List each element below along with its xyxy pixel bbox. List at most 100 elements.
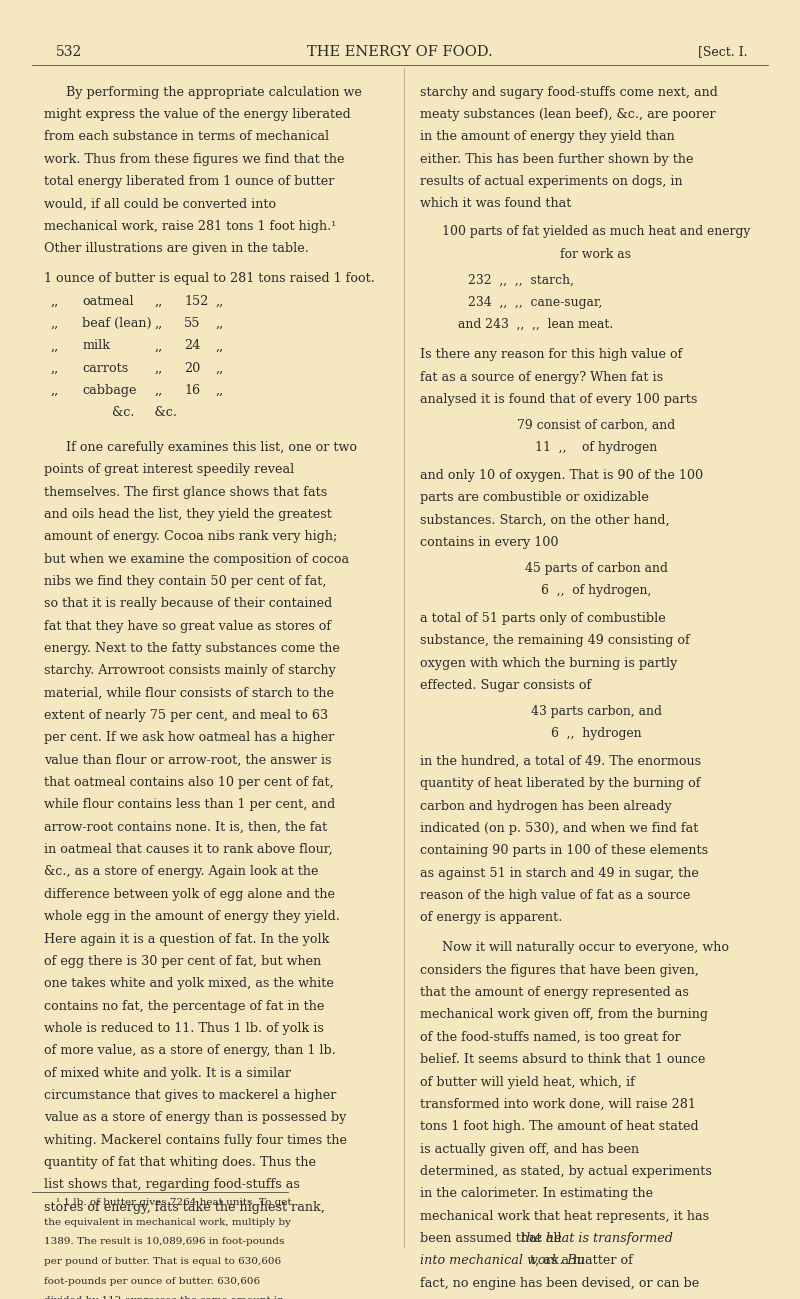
Text: of more value, as a store of energy, than 1 lb.: of more value, as a store of energy, tha… [44,1044,336,1057]
Text: might express the value of the energy liberated: might express the value of the energy li… [44,108,350,121]
Text: 11  ,,    of hydrogen: 11 ,, of hydrogen [535,440,657,453]
Text: 43 parts carbon, and: 43 parts carbon, and [530,704,662,717]
Text: 234  ,,  ,,  cane-sugar,: 234 ,, ,, cane-sugar, [468,296,602,309]
Text: t, as a matter of: t, as a matter of [530,1255,634,1268]
Text: nibs we find they contain 50 per cent of fat,: nibs we find they contain 50 per cent of… [44,575,326,588]
Text: &c., as a store of energy. Again look at the: &c., as a store of energy. Again look at… [44,865,318,878]
Text: that oatmeal contains also 10 per cent of fat,: that oatmeal contains also 10 per cent o… [44,776,334,788]
Text: ,,: ,, [216,295,224,308]
Text: 55: 55 [184,317,201,330]
Text: would, if all could be converted into: would, if all could be converted into [44,197,276,210]
Text: whole is reduced to 11. Thus 1 lb. of yolk is: whole is reduced to 11. Thus 1 lb. of yo… [44,1022,324,1035]
Text: the equivalent in mechanical work, multiply by: the equivalent in mechanical work, multi… [44,1217,291,1226]
Text: work. Thus from these figures we find that the: work. Thus from these figures we find th… [44,153,345,166]
Text: of energy is apparent.: of energy is apparent. [420,912,562,925]
Text: ,,: ,, [216,361,224,374]
Text: from each substance in terms of mechanical: from each substance in terms of mechanic… [44,130,329,143]
Text: containing 90 parts in 100 of these elements: containing 90 parts in 100 of these elem… [420,844,708,857]
Text: belief. It seems absurd to think that 1 ounce: belief. It seems absurd to think that 1 … [420,1053,706,1066]
Text: considers the figures that have been given,: considers the figures that have been giv… [420,964,699,977]
Text: whole egg in the amount of energy they yield.: whole egg in the amount of energy they y… [44,911,340,924]
Text: which it was found that: which it was found that [420,197,571,210]
Text: Is there any reason for this high value of: Is there any reason for this high value … [420,348,682,361]
Text: total energy liberated from 1 ounce of butter: total energy liberated from 1 ounce of b… [44,175,334,188]
Text: whiting. Mackerel contains fully four times the: whiting. Mackerel contains fully four ti… [44,1134,347,1147]
Text: ,,: ,, [154,317,162,330]
Text: per pound of butter. That is equal to 630,606: per pound of butter. That is equal to 63… [44,1257,281,1267]
Text: is actually given off, and has been: is actually given off, and has been [420,1143,639,1156]
Text: cabbage: cabbage [82,385,137,397]
Text: contains in every 100: contains in every 100 [420,536,558,549]
Text: points of great interest speedily reveal: points of great interest speedily reveal [44,464,294,477]
Text: the heat is transformed: the heat is transformed [517,1231,673,1244]
Text: of mixed white and yolk. It is a similar: of mixed white and yolk. It is a similar [44,1066,291,1079]
Text: 532: 532 [56,45,82,58]
Text: fat as a source of energy? When fat is: fat as a source of energy? When fat is [420,370,663,383]
Text: energy. Next to the fatty substances come the: energy. Next to the fatty substances com… [44,642,340,655]
Text: ,,: ,, [154,339,162,352]
Text: of butter will yield heat, which, if: of butter will yield heat, which, if [420,1076,635,1089]
Text: per cent. If we ask how oatmeal has a higher: per cent. If we ask how oatmeal has a hi… [44,731,334,744]
Text: so that it is really because of their contained: so that it is really because of their co… [44,598,332,611]
Text: beaf (lean): beaf (lean) [82,317,152,330]
Text: determined, as stated, by actual experiments: determined, as stated, by actual experim… [420,1165,712,1178]
Text: parts are combustible or oxidizable: parts are combustible or oxidizable [420,491,649,504]
Text: effected. Sugar consists of: effected. Sugar consists of [420,679,591,692]
Text: indicated (on p. 530), and when we find fat: indicated (on p. 530), and when we find … [420,822,698,835]
Text: 1 ounce of butter is equal to 281 tons raised 1 foot.: 1 ounce of butter is equal to 281 tons r… [44,273,375,286]
Text: If one carefully examines this list, one or two: If one carefully examines this list, one… [66,440,358,453]
Text: in oatmeal that causes it to rank above flour,: in oatmeal that causes it to rank above … [44,843,333,856]
Text: and oils head the list, they yield the greatest: and oils head the list, they yield the g… [44,508,332,521]
Text: while flour contains less than 1 per cent, and: while flour contains less than 1 per cen… [44,799,335,812]
Text: that the amount of energy represented as: that the amount of energy represented as [420,986,689,999]
Text: of egg there is 30 per cent of fat, but when: of egg there is 30 per cent of fat, but … [44,955,322,968]
Text: amount of energy. Cocoa nibs rank very high;: amount of energy. Cocoa nibs rank very h… [44,530,338,543]
Text: in the hundred, a total of 49. The enormous: in the hundred, a total of 49. The enorm… [420,755,701,768]
Text: contains no fat, the percentage of fat in the: contains no fat, the percentage of fat i… [44,999,324,1012]
Text: ,,: ,, [50,295,58,308]
Text: ¹ 1 lb. of butter gives 7264 heat units. To get: ¹ 1 lb. of butter gives 7264 heat units.… [56,1198,292,1207]
Text: Now it will naturally occur to everyone, who: Now it will naturally occur to everyone,… [442,942,730,955]
Text: starchy and sugary food-stuffs come next, and: starchy and sugary food-stuffs come next… [420,86,718,99]
Text: mechanical work that heat represents, it has: mechanical work that heat represents, it… [420,1209,709,1222]
Text: fat that they have so great value as stores of: fat that they have so great value as sto… [44,620,331,633]
Text: oatmeal: oatmeal [82,295,134,308]
Text: 152: 152 [184,295,208,308]
Text: ,,: ,, [154,385,162,397]
Text: material, while flour consists of starch to the: material, while flour consists of starch… [44,687,334,700]
Text: carrots: carrots [82,361,129,374]
Text: substances. Starch, on the other hand,: substances. Starch, on the other hand, [420,513,670,526]
Text: ,,: ,, [216,339,224,352]
Text: transformed into work done, will raise 281: transformed into work done, will raise 2… [420,1098,696,1111]
Text: 6  ,,  of hydrogen,: 6 ,, of hydrogen, [541,585,651,598]
Text: one takes white and yolk mixed, as the white: one takes white and yolk mixed, as the w… [44,977,334,990]
Text: of the food-stuffs named, is too great for: of the food-stuffs named, is too great f… [420,1031,681,1044]
Text: and 243  ,,  ,,  lean meat.: and 243 ,, ,, lean meat. [458,318,614,331]
Text: 1389. The result is 10,089,696 in foot-pounds: 1389. The result is 10,089,696 in foot-p… [44,1238,284,1247]
Text: 24: 24 [184,339,200,352]
Text: Other illustrations are given in the table.: Other illustrations are given in the tab… [44,242,309,255]
Text: into mechanical work. Bu: into mechanical work. Bu [420,1255,585,1268]
Text: in the amount of energy they yield than: in the amount of energy they yield than [420,130,674,143]
Text: divided by 112 expresses the same amount in: divided by 112 expresses the same amount… [44,1296,284,1299]
Text: reason of the high value of fat as a source: reason of the high value of fat as a sou… [420,889,690,902]
Text: mechanical work given off, from the burning: mechanical work given off, from the burn… [420,1008,708,1021]
Text: results of actual experiments on dogs, in: results of actual experiments on dogs, i… [420,175,682,188]
Text: By performing the appropriate calculation we: By performing the appropriate calculatio… [66,86,362,99]
Text: stores of energy, fats take the highest rank,: stores of energy, fats take the highest … [44,1200,325,1213]
Text: for work as: for work as [561,248,631,261]
Text: ,,: ,, [50,339,58,352]
Text: but when we examine the composition of cocoa: but when we examine the composition of c… [44,552,349,565]
Text: tons 1 foot high. The amount of heat stated: tons 1 foot high. The amount of heat sta… [420,1120,698,1133]
Text: 6  ,,  hydrogen: 6 ,, hydrogen [550,727,642,740]
Text: ,,: ,, [154,295,162,308]
Text: list shows that, regarding food-stuffs as: list shows that, regarding food-stuffs a… [44,1178,300,1191]
Text: ,,: ,, [50,385,58,397]
Text: oxygen with which the burning is partly: oxygen with which the burning is partly [420,656,678,669]
Text: ,,: ,, [50,361,58,374]
Text: circumstance that gives to mackerel a higher: circumstance that gives to mackerel a hi… [44,1089,336,1102]
Text: Here again it is a question of fat. In the yolk: Here again it is a question of fat. In t… [44,933,330,946]
Text: a total of 51 parts only of combustible: a total of 51 parts only of combustible [420,612,666,625]
Text: 232  ,,  ,,  starch,: 232 ,, ,, starch, [468,273,574,286]
Text: 16: 16 [184,385,200,397]
